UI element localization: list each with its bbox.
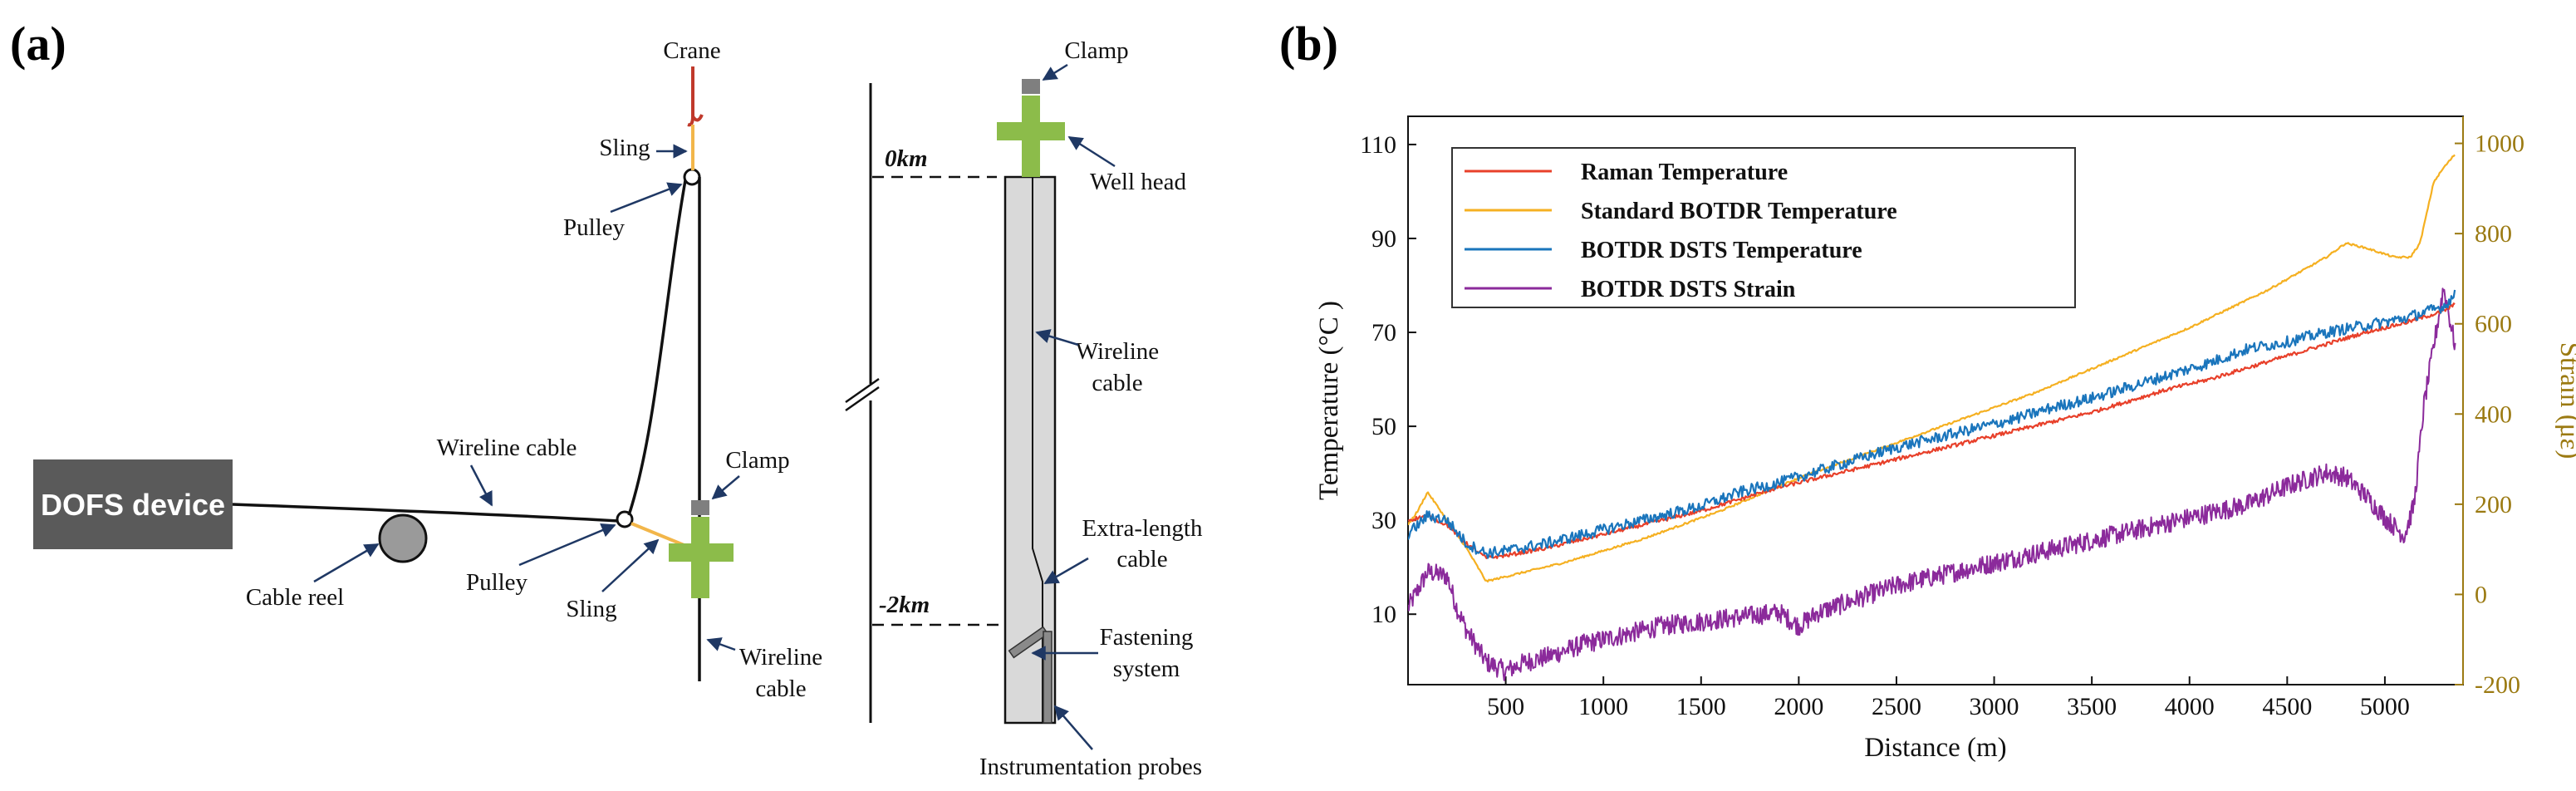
x-tick-label: 4500 (2262, 693, 2312, 720)
dofs-device-label: DOFS device (41, 488, 225, 522)
pulley-bottom-arrow (518, 523, 616, 567)
wireline-cable-right-label-2: cable (755, 676, 806, 702)
y-tick-label: 110 (1360, 131, 1396, 159)
series-line-botdr-dsts-strain (1408, 287, 2456, 681)
series-line-raman-temperature (1408, 302, 2456, 559)
clamp-top-arrow (1042, 63, 1068, 81)
sling-bottom-arrow (601, 538, 660, 592)
y2-tick-label: 600 (2475, 311, 2512, 338)
series-group (1408, 154, 2456, 681)
x-tick-label: 2500 (1872, 693, 1921, 720)
cable-reel-label: Cable reel (246, 584, 344, 611)
wireline-cable-well-label-1: Wireline (1076, 338, 1159, 365)
y-tick-label: 10 (1371, 601, 1396, 628)
legend-label: Standard BOTDR Temperature (1581, 199, 1897, 224)
pulley-top-arrow (610, 182, 683, 214)
extra-length-label-2: cable (1116, 546, 1167, 572)
y2-axis-label: Strain (με) (2554, 342, 2576, 459)
y2-tick-label: 800 (2475, 220, 2512, 248)
legend-label: Raman Temperature (1581, 160, 1788, 185)
y-tick-label: 70 (1371, 319, 1396, 346)
fastening-system (1008, 626, 1049, 659)
x-tick-label: 3000 (1970, 693, 2019, 720)
panel-b-label: (b) (1279, 17, 1338, 71)
y2-tick-label: 200 (2475, 491, 2512, 518)
surface-setup: DOFS device Crane Slin (33, 37, 822, 702)
sling-top-label: Sling (599, 135, 650, 161)
wellhead-left-horizontal (669, 543, 734, 562)
wireline-cable-well-label-2: cable (1092, 370, 1142, 396)
depth-0km-label: 0km (885, 145, 928, 172)
x-tick-label: 3500 (2067, 693, 2117, 720)
wireline-cable-label: Wireline cable (437, 435, 577, 461)
clamp-top (1022, 79, 1040, 94)
fastening-label-2: system (1113, 656, 1180, 682)
wireline-cable-right-arrow (706, 637, 736, 651)
y-tick-label: 90 (1371, 225, 1396, 253)
depth-2km-label: -2km (879, 592, 930, 618)
dofs-device-box (33, 459, 233, 549)
x-tick-label: 4000 (2165, 693, 2215, 720)
y-tick-label: 50 (1371, 413, 1396, 440)
clamp-top-label: Clamp (1064, 37, 1128, 64)
clamp-left (691, 500, 709, 515)
clamp-left-label: Clamp (725, 447, 789, 474)
instrumentation-probes-label: Instrumentation probes (979, 754, 1202, 780)
cable-reel-arrow (313, 543, 380, 583)
legend-box (1451, 147, 2076, 308)
pulley-top-label: Pulley (563, 214, 626, 241)
wellhead-horizontal (997, 122, 1065, 140)
pulley-bottom (616, 510, 634, 528)
clamp-left-arrow (711, 475, 740, 500)
fastening-label-1: Fastening (1100, 624, 1194, 651)
panel-a: (a) DOFS device (10, 17, 1203, 780)
series-line-standard-botdr-temperature (1408, 154, 2456, 582)
well-head-label: Well head (1090, 169, 1187, 195)
sling-bottom-label: Sling (566, 596, 616, 622)
y2-tick-label: 400 (2475, 400, 2512, 428)
cable-reel (378, 513, 428, 563)
x-axis-label: Distance (m) (1864, 733, 2006, 763)
pulley-bottom-label: Pulley (466, 569, 528, 596)
y2-tick-label: 1000 (2475, 130, 2524, 158)
panel-b: (b) 500 1000 1500 2000 2500 3000 3500 4000 4500 5… (1279, 17, 2576, 763)
legend-label: BOTDR DSTS Strain (1581, 277, 1796, 302)
x-tick-label: 2000 (1774, 693, 1823, 720)
wireline-cable-surface (232, 503, 620, 523)
legend-label: BOTDR DSTS Temperature (1581, 238, 1862, 263)
well-head-arrow (1067, 135, 1116, 168)
line-chart: 500 1000 1500 2000 2500 3000 3500 4000 4500 50001… (1314, 115, 2576, 763)
axis-break-mark-2 (845, 386, 880, 412)
y2-tick-label: -200 (2475, 671, 2520, 699)
x-tick-label: 1500 (1676, 693, 1726, 720)
extra-length-label-1: Extra-length (1082, 515, 1203, 542)
y-axis-label: Temperature (°C ) (1314, 301, 1344, 500)
x-tick-label: 1000 (1578, 693, 1628, 720)
y-tick-label: 30 (1371, 507, 1396, 534)
crane-label: Crane (663, 37, 720, 64)
instrumentation-probes-arrow (1053, 705, 1093, 750)
instrumentation-probe (1043, 631, 1052, 724)
wireline-cable-right-label-1: Wireline (739, 644, 822, 671)
x-tick-label: 500 (1487, 693, 1524, 720)
x-tick-label: 5000 (2360, 693, 2410, 720)
extra-length-arrow (1043, 557, 1089, 585)
crane-hook (687, 66, 704, 127)
panel-a-label: (a) (10, 17, 66, 71)
axis-break-mark-1 (845, 377, 880, 404)
pulley-top (683, 168, 701, 186)
wireline-cable-rising (627, 179, 687, 516)
series-line-botdr-dsts-temperature (1408, 289, 2456, 559)
wireline-cable-well-arrow (1035, 329, 1079, 346)
well-schematic: 0km -2km Clamp Well head Wireline cable … (845, 37, 1203, 780)
wireline-cable-arrow (469, 464, 493, 507)
y2-tick-label: 0 (2475, 581, 2487, 608)
